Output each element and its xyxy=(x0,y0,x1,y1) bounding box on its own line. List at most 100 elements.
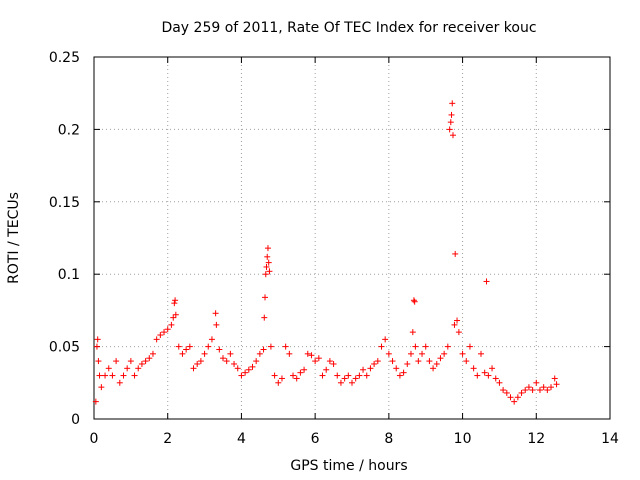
data-point xyxy=(171,300,178,307)
y-tick-label: 0.15 xyxy=(49,195,80,211)
data-point xyxy=(536,387,543,394)
data-point xyxy=(470,365,477,372)
data-point xyxy=(266,268,273,275)
data-point xyxy=(522,387,529,394)
data-point xyxy=(411,298,418,305)
y-tick-label: 0 xyxy=(71,412,80,428)
data-point xyxy=(444,343,451,350)
data-point xyxy=(422,343,429,350)
x-tick-label: 14 xyxy=(601,431,619,447)
x-tick-label: 2 xyxy=(163,431,172,447)
y-tick-label: 0.25 xyxy=(49,50,80,66)
data-point xyxy=(278,375,285,382)
data-point xyxy=(404,360,411,367)
data-point xyxy=(253,358,260,365)
data-point xyxy=(492,375,499,382)
data-point xyxy=(304,350,311,357)
data-point xyxy=(146,355,153,362)
chart-title: Day 259 of 2011, Rate Of TEC Index for r… xyxy=(161,20,536,36)
data-point xyxy=(234,365,241,372)
data-point xyxy=(447,119,454,126)
data-point xyxy=(352,375,359,382)
data-point xyxy=(293,375,300,382)
data-point xyxy=(164,326,171,333)
data-point xyxy=(179,350,186,357)
x-tick-label: 6 xyxy=(311,431,320,447)
data-point xyxy=(426,358,433,365)
data-point xyxy=(511,398,518,405)
data-point xyxy=(256,350,263,357)
data-point xyxy=(205,343,212,350)
data-point xyxy=(496,379,503,386)
data-point xyxy=(120,372,127,379)
x-tick-label: 12 xyxy=(527,431,545,447)
data-point xyxy=(227,350,234,357)
data-point xyxy=(260,346,267,353)
data-point xyxy=(208,336,215,343)
data-point xyxy=(478,350,484,357)
data-point xyxy=(459,350,466,357)
data-point xyxy=(308,352,315,359)
data-point xyxy=(116,379,123,386)
x-axis-label: GPS time / hours xyxy=(290,458,407,474)
data-point xyxy=(212,310,219,317)
data-point xyxy=(330,360,337,367)
data-point xyxy=(263,263,270,270)
data-point xyxy=(481,369,488,376)
data-point xyxy=(466,343,473,350)
y-axis-ticks: 0 0.05 0.1 0.15 0.2 0.25 xyxy=(49,50,610,428)
data-point xyxy=(275,379,282,386)
data-point xyxy=(94,336,101,343)
data-point xyxy=(349,379,355,386)
data-point xyxy=(389,358,396,365)
grid-lines xyxy=(94,57,610,419)
data-point xyxy=(441,350,448,357)
data-point xyxy=(485,372,492,379)
data-point xyxy=(138,360,145,367)
data-point xyxy=(412,343,419,350)
data-point xyxy=(261,314,268,321)
x-tick-label: 4 xyxy=(237,431,246,447)
data-point xyxy=(451,321,458,328)
data-point xyxy=(175,343,182,350)
data-point xyxy=(407,350,414,357)
data-point xyxy=(242,369,249,376)
data-point xyxy=(172,297,179,304)
data-point xyxy=(419,350,426,357)
data-point xyxy=(271,372,278,379)
data-point xyxy=(301,366,308,373)
data-point xyxy=(360,366,367,373)
data-point xyxy=(127,358,134,365)
data-point xyxy=(326,358,333,365)
data-point xyxy=(282,343,289,350)
data-point xyxy=(262,271,269,278)
data-point xyxy=(161,329,168,336)
data-point xyxy=(382,336,389,343)
data-point xyxy=(186,343,193,350)
data-point xyxy=(113,358,120,365)
data-point xyxy=(489,365,496,372)
data-point xyxy=(446,126,453,133)
data-point xyxy=(400,369,407,376)
data-point xyxy=(449,100,456,107)
data-point xyxy=(194,360,201,367)
data-point xyxy=(378,343,385,350)
data-point xyxy=(415,358,422,365)
data-point xyxy=(374,358,381,365)
data-point xyxy=(290,372,297,379)
data-point xyxy=(197,358,204,365)
data-point xyxy=(315,355,322,362)
y-axis-label: ROTI / TECUs xyxy=(6,192,22,284)
data-point xyxy=(245,366,252,373)
data-point xyxy=(216,346,223,353)
data-point xyxy=(105,365,112,372)
data-point xyxy=(201,350,208,357)
data-point xyxy=(96,372,103,379)
data-point xyxy=(223,358,230,365)
data-point xyxy=(367,365,374,372)
data-point xyxy=(409,329,416,336)
data-point xyxy=(518,389,525,396)
data-point xyxy=(95,358,102,365)
